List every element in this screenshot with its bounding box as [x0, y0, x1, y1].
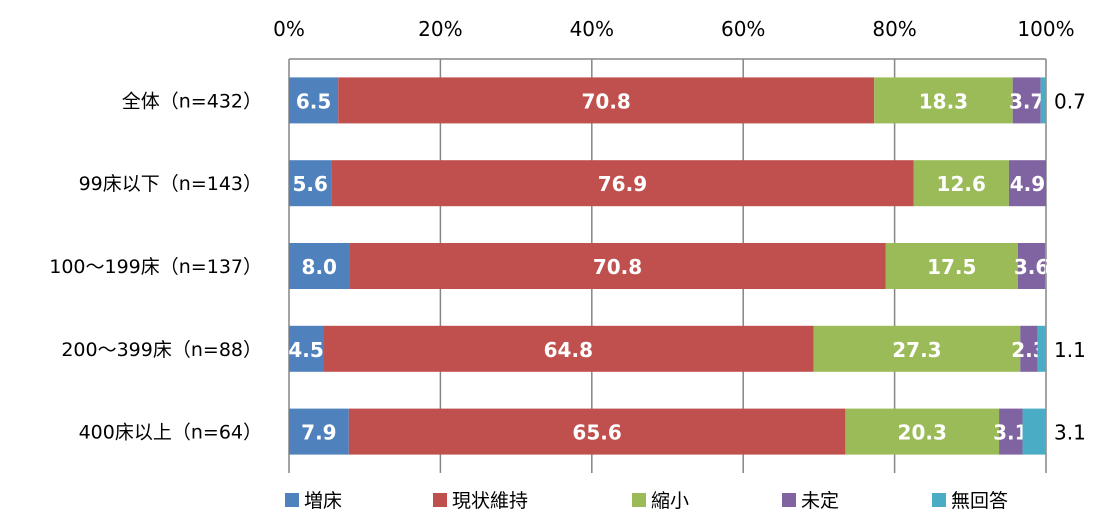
- legend-swatch: [632, 493, 646, 507]
- bar-segment-4: [999, 408, 1023, 455]
- data-label: 0.7: [1054, 89, 1086, 113]
- data-label: 6.5: [296, 89, 331, 113]
- bar-segment-5: [1045, 243, 1046, 289]
- bar-segment-2: [349, 243, 886, 289]
- x-tick-label: 100%: [1017, 17, 1074, 41]
- data-label: 70.8: [593, 255, 642, 279]
- bar-segment-3: [813, 325, 1021, 372]
- bar-segment-4: [1012, 77, 1041, 124]
- category-label: 100～199床（n=137）: [49, 256, 262, 278]
- x-tick-label: 60%: [721, 17, 765, 41]
- x-tick-label: 0%: [273, 17, 305, 41]
- bar-segment-1: [289, 77, 339, 124]
- data-label: 27.3: [892, 338, 941, 362]
- legend-label: 無回答: [951, 490, 1008, 512]
- data-label: 64.8: [544, 338, 593, 362]
- bar-segment-4: [1008, 160, 1046, 207]
- data-label: 17.5: [927, 255, 976, 279]
- x-tick-label: 40%: [570, 17, 614, 41]
- data-label: 5.6: [292, 172, 327, 196]
- bar-segment-3: [885, 243, 1018, 289]
- legend-label: 増床: [304, 490, 342, 512]
- data-label: 4.9: [1010, 172, 1045, 196]
- bar-segment-1: [289, 243, 350, 289]
- data-label: 4.5: [288, 338, 323, 362]
- legend-swatch: [285, 493, 299, 507]
- bar-segment-2: [331, 160, 914, 207]
- x-tick-label: 80%: [872, 17, 916, 41]
- data-label: 1.1: [1054, 338, 1086, 362]
- bar-segment-3: [845, 408, 1000, 455]
- bar-segment-4: [1020, 325, 1038, 372]
- bar-segment-3: [874, 77, 1013, 124]
- bar-segment-1: [289, 408, 349, 455]
- data-label: 76.9: [598, 172, 647, 196]
- legend-label: 現状維持: [452, 490, 528, 512]
- category-label: 200～399床（n=88）: [61, 339, 262, 361]
- legend-label: 縮小: [651, 490, 689, 512]
- bar-segment-2: [348, 408, 846, 455]
- bar-segment-1: [289, 160, 332, 207]
- data-label: 20.3: [898, 421, 947, 445]
- category-label: 99床以下（n=143）: [79, 173, 262, 195]
- bar-segment-2: [338, 77, 875, 124]
- bar-segment-3: [913, 160, 1009, 207]
- data-label: 8.0: [302, 255, 337, 279]
- bar-segment-1: [289, 325, 324, 372]
- data-label: 3.6: [1014, 255, 1049, 279]
- data-label: 70.8: [582, 89, 631, 113]
- legend-swatch: [433, 493, 447, 507]
- legend-swatch: [782, 493, 796, 507]
- data-label: 7.9: [301, 421, 336, 445]
- bar-segment-4: [1017, 243, 1046, 289]
- data-label: 3.1: [1054, 421, 1086, 445]
- bar-segment-5: [1040, 77, 1046, 124]
- bar-segment-5: [1037, 325, 1046, 372]
- x-tick-label: 20%: [418, 17, 462, 41]
- category-label: 全体（n=432）: [122, 90, 262, 112]
- legend-swatch: [932, 493, 946, 507]
- data-label: 18.3: [919, 89, 968, 113]
- category-label: 400床以上（n=64）: [79, 422, 262, 444]
- data-label: 3.7: [1009, 89, 1044, 113]
- legend-label: 未定: [801, 490, 839, 512]
- data-label: 12.6: [937, 172, 986, 196]
- bar-segment-2: [323, 325, 814, 372]
- data-label: 65.6: [572, 421, 621, 445]
- bar-segment-5: [1022, 408, 1046, 455]
